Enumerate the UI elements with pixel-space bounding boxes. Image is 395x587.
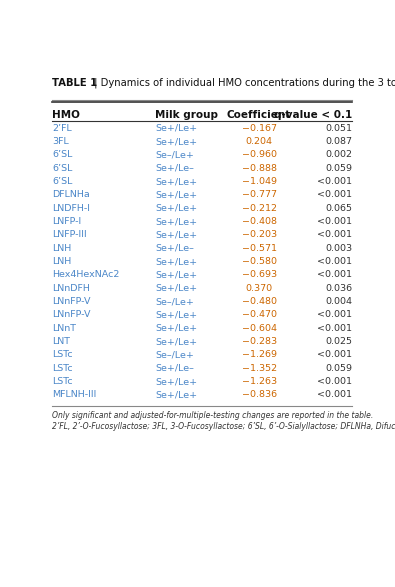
Text: Se–/Le+: Se–/Le+ [155, 150, 194, 160]
Text: −0.283: −0.283 [241, 337, 276, 346]
Text: −1.049: −1.049 [242, 177, 276, 186]
Text: Se+/Le+: Se+/Le+ [155, 284, 197, 293]
Text: −0.212: −0.212 [242, 204, 276, 212]
Text: −0.571: −0.571 [242, 244, 276, 253]
Text: Coefficient: Coefficient [227, 110, 291, 120]
Text: q-value < 0.1: q-value < 0.1 [274, 110, 352, 120]
Text: <0.001: <0.001 [318, 177, 352, 186]
Text: Se–/Le+: Se–/Le+ [155, 350, 194, 359]
Text: <0.001: <0.001 [318, 377, 352, 386]
Text: LNnFP-V: LNnFP-V [53, 297, 91, 306]
Text: Se–/Le+: Se–/Le+ [155, 297, 194, 306]
Text: −0.888: −0.888 [242, 164, 276, 173]
Text: HMO: HMO [53, 110, 80, 120]
Text: <0.001: <0.001 [318, 231, 352, 239]
Text: 0.002: 0.002 [325, 150, 352, 160]
Text: LNT: LNT [53, 337, 70, 346]
Text: −0.408: −0.408 [242, 217, 276, 226]
Text: 6’SL: 6’SL [53, 150, 73, 160]
Text: Se+/Le+: Se+/Le+ [155, 337, 197, 346]
Text: −0.960: −0.960 [242, 150, 276, 160]
Text: 0.051: 0.051 [325, 124, 352, 133]
Text: Se+/Le+: Se+/Le+ [155, 257, 197, 266]
Text: Se+/Le+: Se+/Le+ [155, 377, 197, 386]
Text: MFLNH-III: MFLNH-III [53, 390, 97, 399]
Text: LNnT: LNnT [53, 324, 77, 333]
Text: 6’SL: 6’SL [53, 164, 73, 173]
Text: Se+/Le+: Se+/Le+ [155, 231, 197, 239]
Text: Se+/Le–: Se+/Le– [155, 364, 194, 373]
Text: Milk group: Milk group [155, 110, 218, 120]
Text: Se+/Le+: Se+/Le+ [155, 271, 197, 279]
Text: −0.693: −0.693 [241, 271, 276, 279]
Text: <0.001: <0.001 [318, 190, 352, 200]
Text: LNDFH-I: LNDFH-I [53, 204, 90, 212]
Text: −0.470: −0.470 [242, 311, 276, 319]
Text: −0.203: −0.203 [241, 231, 276, 239]
Text: <0.001: <0.001 [318, 271, 352, 279]
Text: <0.001: <0.001 [318, 217, 352, 226]
Text: LSTc: LSTc [53, 364, 73, 373]
Text: DFLNHa: DFLNHa [53, 190, 90, 200]
Text: Se+/Le+: Se+/Le+ [155, 324, 197, 333]
Text: Se+/Le–: Se+/Le– [155, 244, 194, 253]
Text: <0.001: <0.001 [318, 311, 352, 319]
Text: LSTc: LSTc [53, 350, 73, 359]
Text: Only significant and adjusted-for-multiple-testing changes are reported in the t: Only significant and adjusted-for-multip… [53, 411, 395, 431]
Text: 0.025: 0.025 [325, 337, 352, 346]
Text: 6’SL: 6’SL [53, 177, 73, 186]
Text: 0.004: 0.004 [325, 297, 352, 306]
Text: 2’FL: 2’FL [53, 124, 72, 133]
Text: −0.480: −0.480 [242, 297, 276, 306]
Text: 0.059: 0.059 [325, 364, 352, 373]
Text: Se+/Le+: Se+/Le+ [155, 390, 197, 399]
Text: Se+/Le+: Se+/Le+ [155, 217, 197, 226]
Text: LNFP-I: LNFP-I [53, 217, 82, 226]
Text: Se+/Le+: Se+/Le+ [155, 124, 197, 133]
Text: 3FL: 3FL [53, 137, 69, 146]
Text: LNH: LNH [53, 257, 71, 266]
Text: −0.777: −0.777 [242, 190, 276, 200]
Text: <0.001: <0.001 [318, 350, 352, 359]
Text: 0.036: 0.036 [325, 284, 352, 293]
Text: −0.604: −0.604 [242, 324, 276, 333]
Text: 0.065: 0.065 [325, 204, 352, 212]
Text: 0.087: 0.087 [325, 137, 352, 146]
Text: LNFP-III: LNFP-III [53, 231, 87, 239]
Text: −0.836: −0.836 [241, 390, 276, 399]
Text: Se+/Le+: Se+/Le+ [155, 137, 197, 146]
Text: Se+/Le+: Se+/Le+ [155, 204, 197, 212]
Text: Se+/Le–: Se+/Le– [155, 164, 194, 173]
Text: LNH: LNH [53, 244, 71, 253]
Text: 0.003: 0.003 [325, 244, 352, 253]
Text: Se+/Le+: Se+/Le+ [155, 190, 197, 200]
Text: <0.001: <0.001 [318, 257, 352, 266]
Text: −0.580: −0.580 [242, 257, 276, 266]
Text: TABLE 1: TABLE 1 [53, 77, 98, 87]
Text: −1.263: −1.263 [241, 377, 276, 386]
Text: 0.370: 0.370 [246, 284, 273, 293]
Text: −1.352: −1.352 [241, 364, 276, 373]
Text: LNnDFH: LNnDFH [53, 284, 90, 293]
Text: 0.204: 0.204 [246, 137, 273, 146]
Text: Se+/Le+: Se+/Le+ [155, 177, 197, 186]
Text: Se+/Le+: Se+/Le+ [155, 311, 197, 319]
Text: LNnFP-V: LNnFP-V [53, 311, 91, 319]
Text: −1.269: −1.269 [242, 350, 276, 359]
Text: <0.001: <0.001 [318, 324, 352, 333]
Text: LSTc: LSTc [53, 377, 73, 386]
Text: | Dynamics of individual HMO concentrations during the 3 to-12-month lactation p: | Dynamics of individual HMO concentrati… [91, 77, 395, 88]
Text: <0.001: <0.001 [318, 390, 352, 399]
Text: 0.059: 0.059 [325, 164, 352, 173]
Text: Hex4HexNAc2: Hex4HexNAc2 [53, 271, 120, 279]
Text: −0.167: −0.167 [242, 124, 276, 133]
